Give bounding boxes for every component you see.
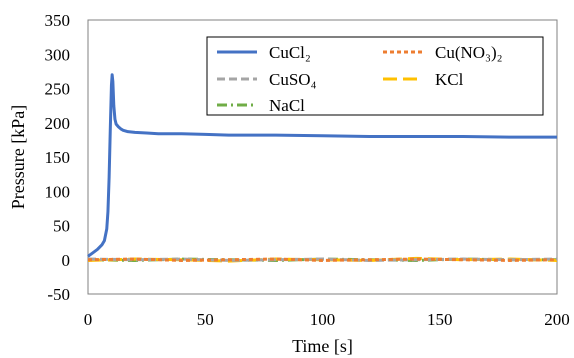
x-axis-ticks: 0 50 100 150 200 <box>84 310 570 329</box>
legend-label: CuCl₂ <box>269 43 311 62</box>
x-tick-label: 0 <box>84 310 93 329</box>
x-axis-title: Time [s] <box>292 336 353 356</box>
legend: CuCl₂ Cu(NO₃)₂ CuSO₄ KCl NaCl <box>206 36 544 116</box>
legend-label: NaCl <box>269 96 305 115</box>
x-tick-label: 50 <box>197 310 214 329</box>
y-tick-label: -50 <box>47 285 70 304</box>
legend-box <box>206 36 544 116</box>
legend-label: Cu(NO₃)₂ <box>435 43 503 62</box>
x-tick-label: 200 <box>544 310 570 329</box>
series-lines <box>87 73 558 263</box>
x-tick-label: 100 <box>310 310 336 329</box>
y-tick-label: 150 <box>45 148 71 167</box>
x-tick-label: 150 <box>427 310 453 329</box>
y-tick-label: 250 <box>45 80 71 99</box>
y-tick-label: 100 <box>45 182 71 201</box>
y-axis-title: Pressure [kPa] <box>8 105 28 209</box>
y-tick-label: 50 <box>53 217 70 236</box>
legend-label: CuSO₄ <box>269 70 317 89</box>
series-line <box>87 257 558 262</box>
y-tick-label: 300 <box>45 45 71 64</box>
y-tick-label: 350 <box>45 11 71 30</box>
y-axis-ticks: -50 0 50 100 150 200 250 300 350 <box>45 11 71 304</box>
y-tick-label: 0 <box>62 251 71 270</box>
plot-area <box>87 19 558 295</box>
series-line <box>87 73 557 258</box>
plot-frame <box>87 19 558 295</box>
y-tick-label: 200 <box>45 114 71 133</box>
legend-label: KCl <box>435 70 464 89</box>
